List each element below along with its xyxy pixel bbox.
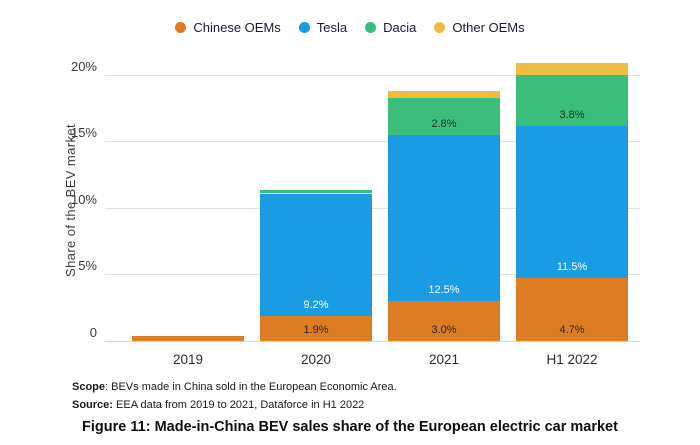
source-text: EEA data from 2019 to 2021, Dataforce in… (112, 399, 365, 411)
data-label-tesla-2021: 12.5% (428, 284, 460, 296)
bar-segment-chinese-oems-2020 (260, 316, 372, 341)
chart-legend: Chinese OEMs Tesla Dacia Other OEMs (0, 17, 700, 37)
legend-item-tesla: Tesla (298, 19, 348, 35)
y-tick-label: 15% (70, 125, 97, 140)
data-label-chinese-oems-2020: 1.9% (303, 324, 329, 336)
gridline-0 (105, 341, 640, 342)
legend-dot-icon (298, 21, 310, 33)
legend-item-chinese-oems: Chinese OEMs (175, 19, 281, 35)
bar-segment-chinese-oems-2019 (132, 336, 244, 341)
figure-caption: Figure 11: Made-in-China BEV sales share… (82, 419, 618, 435)
scope-note: Scope: BEVs made in China sold in the Eu… (72, 378, 397, 396)
bar-segment-dacia-2021 (388, 98, 500, 135)
legend-dot-icon (175, 21, 187, 33)
bar-segment-tesla-2021 (388, 135, 500, 301)
bar-segment-dacia-2020 (260, 190, 372, 193)
source-note: Source: EEA data from 2019 to 2021, Data… (72, 396, 397, 414)
legend-label: Other OEMs (452, 19, 525, 35)
data-label-dacia-h1-2022: 3.8% (559, 109, 585, 121)
bar-segment-chinese-oems-2021 (388, 301, 500, 341)
data-label-tesla-2020: 9.2% (303, 299, 329, 311)
gridline-20 (105, 75, 640, 76)
bar-segment-chinese-oems-h1-2022 (516, 278, 628, 341)
footnotes: Scope: BEVs made in China sold in the Eu… (72, 378, 397, 414)
legend-label: Dacia (383, 19, 417, 35)
gridline-5 (105, 274, 640, 275)
bar-segment-tesla-2020 (260, 194, 372, 316)
data-label-tesla-h1-2022: 11.5% (556, 261, 588, 273)
scope-text: : BEVs made in China sold in the Europea… (105, 381, 397, 393)
gridline-15 (105, 141, 640, 142)
source-label: Source: (72, 399, 113, 411)
legend-dot-icon (434, 21, 446, 33)
y-tick-label: 20% (70, 59, 97, 74)
legend-item-dacia: Dacia (365, 20, 416, 35)
data-label-dacia-2021: 2.8% (431, 118, 457, 130)
y-tick-label: 10% (70, 192, 97, 207)
x-tick-label-2021: 2021 (428, 352, 460, 367)
scope-label: Scope (72, 381, 106, 393)
gridline-10 (105, 208, 640, 209)
data-label-chinese-oems-2021: 3.0% (431, 324, 457, 336)
legend-dot-icon (365, 21, 377, 33)
y-tick-label: 0 (89, 325, 97, 340)
x-tick-label-2020: 2020 (300, 352, 332, 367)
x-tick-label-2019: 2019 (172, 352, 204, 367)
bar-segment-tesla-h1-2022 (516, 125, 628, 278)
bar-segment-other-oems-h1-2022 (516, 63, 628, 75)
bar-segment-dacia-h1-2022 (516, 75, 628, 126)
plot-area: 0 5% 10% 15% 20% 1.9% 9.2% 3.0% 12.5% 2.8% 4.7% 11.… (71, 60, 640, 342)
legend-item-other-oems: Other OEMs (434, 19, 525, 35)
legend-label: Chinese OEMs (193, 19, 281, 35)
x-tick-label-h1-2022: H1 2022 (546, 352, 598, 367)
legend-label: Tesla (316, 19, 348, 35)
data-label-chinese-oems-h1-2022: 4.7% (559, 324, 585, 336)
bar-segment-other-oems-2021 (388, 91, 500, 98)
y-tick-label: 5% (78, 258, 97, 273)
